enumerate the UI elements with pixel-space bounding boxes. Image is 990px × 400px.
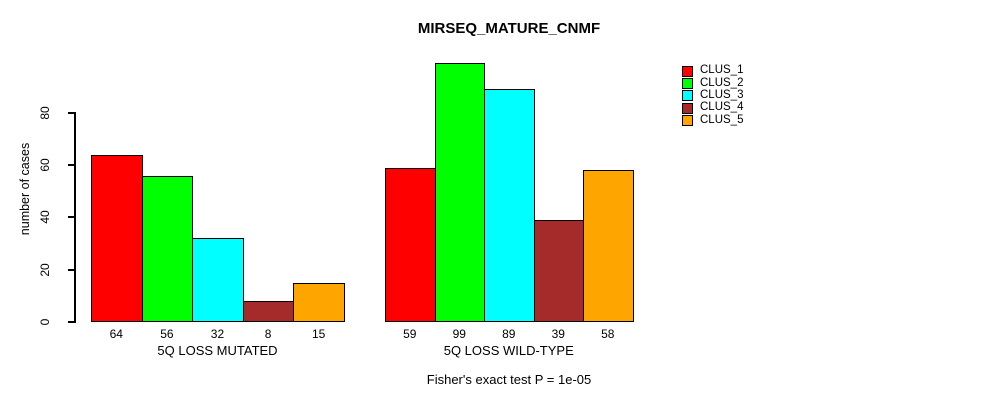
bar-clus_3-group-2 [484, 89, 535, 322]
bar-clus_4-group-1 [242, 301, 295, 322]
bar-clus_3-group-1 [192, 238, 244, 322]
bar-value-label: 32 [210, 327, 225, 341]
legend-swatch-clus_2 [682, 77, 693, 89]
bar-clus_4-group-2 [533, 220, 584, 322]
legend-swatch-clus_5 [682, 115, 693, 127]
y-tick-mark [68, 268, 75, 271]
bar-value-label: 8 [264, 327, 272, 341]
bar-value-label: 39 [551, 327, 565, 341]
y-tick-mark [68, 321, 75, 323]
bar-clus_2-group-2 [434, 63, 485, 322]
bar-value-label: 89 [502, 327, 516, 341]
legend-row-clus_5: CLUS_5 [682, 113, 744, 127]
bar-value-label: 64 [109, 327, 123, 341]
bar-value-label: 56 [160, 327, 174, 341]
y-tick-label: 20 [38, 263, 52, 277]
legend-swatch-clus_4 [682, 102, 693, 114]
legend-row-clus_1: CLUS_1 [682, 65, 743, 77]
legend-label: CLUS_5 [700, 113, 744, 126]
legend-row-clus_2: CLUS_2 [682, 77, 743, 89]
bar-value-label: 59 [403, 327, 417, 341]
footnote-text: Fisher's exact test P = 1e-05 [426, 372, 592, 387]
bar-value-label: 58 [601, 327, 615, 341]
y-tick-label: 80 [38, 106, 52, 120]
y-axis-line [74, 112, 76, 323]
bar-value-label: 99 [452, 327, 466, 341]
legend-label: CLUS_3 [700, 89, 744, 102]
y-tick-mark [68, 164, 75, 167]
legend-label: CLUS_1 [700, 64, 744, 77]
legend-row-clus_3: CLUS_3 [682, 90, 743, 102]
y-tick-label: 60 [38, 158, 52, 172]
y-axis-title: number of cases [18, 142, 32, 236]
legend-swatch-clus_1 [682, 65, 693, 77]
bar-clus_1-group-1 [91, 154, 143, 322]
legend-row-clus_4: CLUS_4 [682, 102, 743, 114]
y-tick-mark [68, 216, 75, 219]
chart-title: MIRSEQ_MATURE_CNMF [417, 20, 601, 37]
y-tick-label: 0 [38, 318, 52, 326]
bar-clus_1-group-2 [385, 167, 436, 322]
bar-value-label: 15 [312, 327, 326, 341]
y-tick-label: 40 [38, 210, 52, 225]
bar-clus_5-group-1 [293, 282, 345, 322]
legend-swatch-clus_3 [682, 90, 693, 102]
legend-label: CLUS_4 [700, 101, 744, 114]
legend-label: CLUS_2 [700, 76, 744, 89]
group-label: 5Q LOSS WILD-TYPE [443, 343, 574, 358]
group-label: 5Q LOSS MUTATED [157, 343, 278, 358]
bar-clus_2-group-1 [141, 175, 194, 322]
y-tick-mark [68, 111, 75, 114]
bar-clus_5-group-2 [583, 170, 634, 322]
